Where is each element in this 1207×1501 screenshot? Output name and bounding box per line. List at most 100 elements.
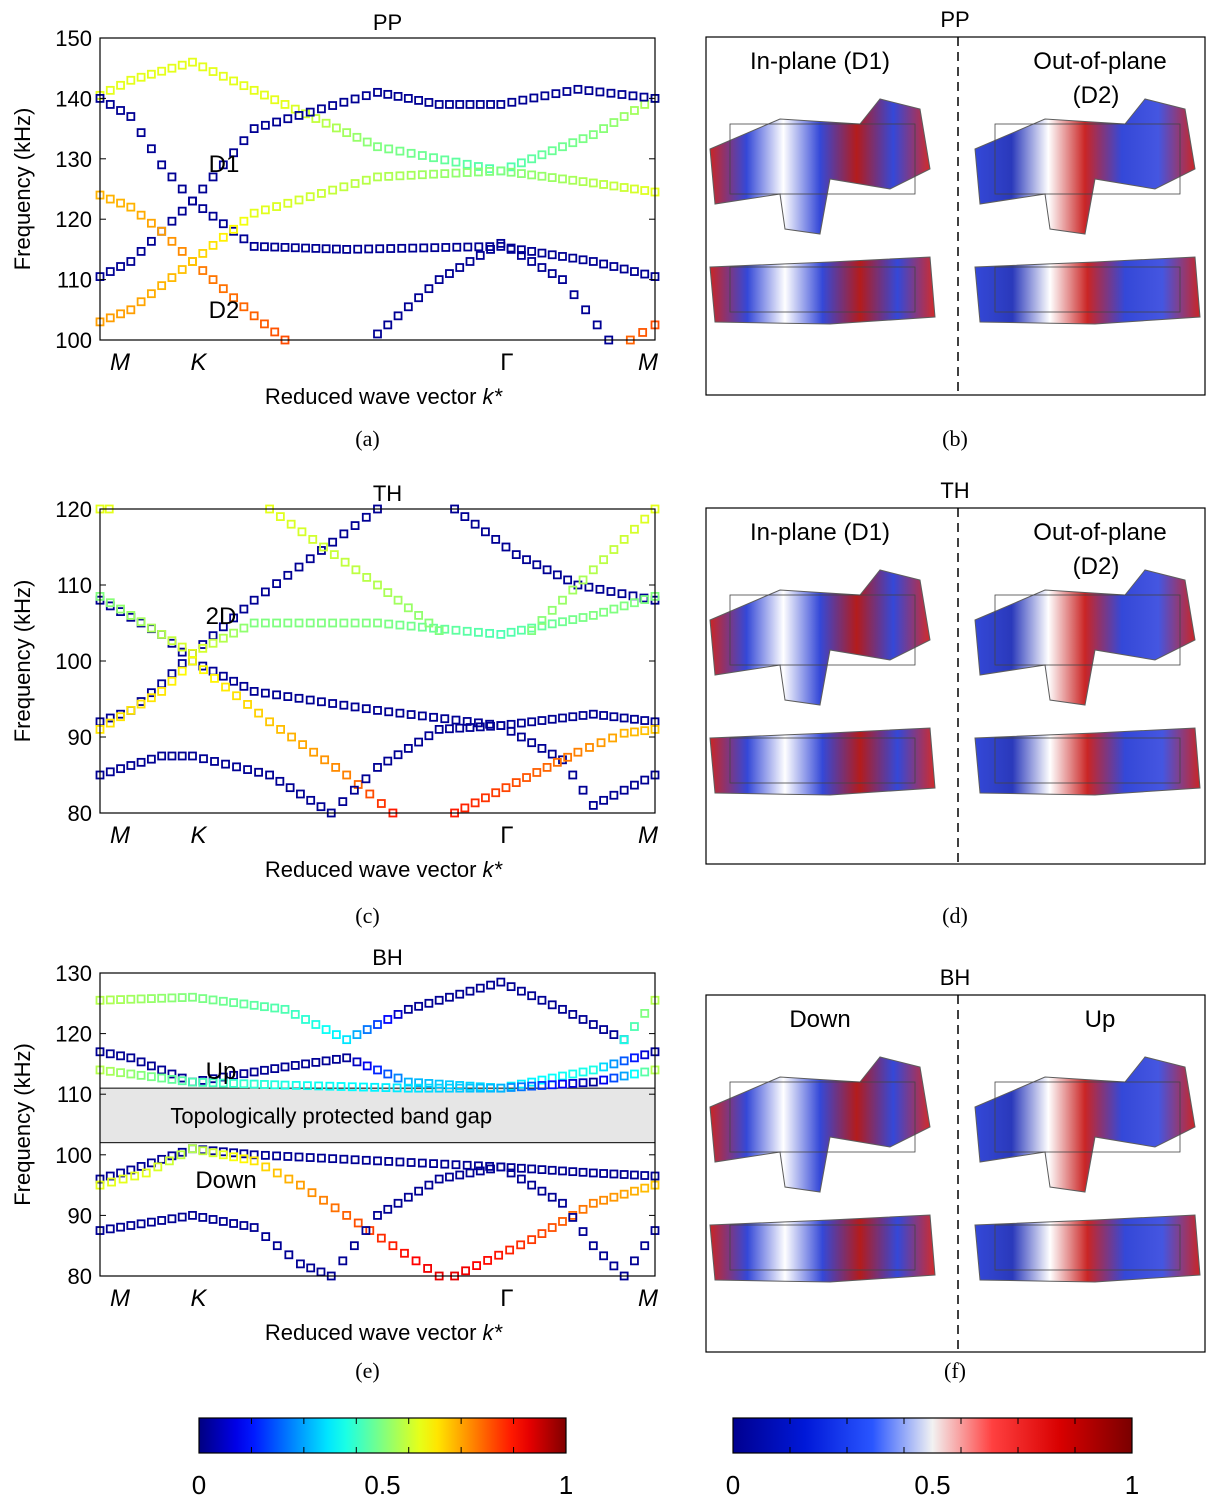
band-marker bbox=[630, 1170, 639, 1180]
y-tick-label: 120 bbox=[55, 497, 92, 522]
band-marker bbox=[486, 244, 495, 254]
band-marker bbox=[568, 1079, 578, 1088]
band-marker bbox=[537, 1186, 547, 1196]
band-marker bbox=[136, 617, 146, 627]
band-marker bbox=[116, 1051, 125, 1061]
band-marker bbox=[445, 269, 454, 278]
band-marker bbox=[547, 1080, 557, 1090]
panel-title: BH bbox=[372, 945, 403, 970]
band-marker bbox=[221, 759, 230, 769]
band-marker bbox=[552, 757, 562, 767]
band-marker bbox=[383, 1015, 393, 1024]
band-marker bbox=[558, 1198, 567, 1208]
band-marker bbox=[260, 618, 270, 628]
band-marker bbox=[291, 1080, 301, 1090]
band-marker bbox=[522, 773, 531, 782]
band-marker bbox=[342, 244, 352, 254]
band-markers bbox=[95, 57, 660, 345]
band-marker bbox=[188, 656, 197, 666]
band-marker bbox=[585, 743, 594, 752]
band-marker bbox=[630, 1022, 639, 1031]
band-marker bbox=[116, 1222, 125, 1232]
band-marker bbox=[619, 112, 629, 121]
band-marker bbox=[599, 1062, 609, 1072]
band-marker bbox=[384, 707, 394, 717]
band-marker bbox=[260, 1150, 270, 1160]
band-marker bbox=[239, 234, 249, 244]
band-marker bbox=[373, 580, 382, 590]
band-marker bbox=[568, 138, 578, 148]
band-marker bbox=[599, 259, 609, 269]
band-marker bbox=[167, 216, 177, 226]
mode-title: BH bbox=[940, 965, 971, 990]
band-marker bbox=[188, 751, 197, 761]
band-marker bbox=[619, 264, 629, 274]
band-marker bbox=[361, 618, 371, 628]
band-marker bbox=[260, 587, 270, 597]
band-marker bbox=[188, 1077, 197, 1087]
band-marker bbox=[316, 802, 326, 812]
band-marker bbox=[383, 320, 393, 330]
annotation-down: Down bbox=[195, 1167, 256, 1194]
band-marker bbox=[599, 555, 609, 565]
mode-shape-render bbox=[974, 256, 1201, 325]
band-marker bbox=[229, 293, 239, 303]
mode-label-right-line2: (D2) bbox=[1073, 82, 1120, 109]
band-marker bbox=[116, 709, 125, 719]
y-tick-label: 90 bbox=[68, 725, 92, 750]
band-marker bbox=[373, 706, 382, 715]
band-marker bbox=[639, 92, 649, 102]
band-marker bbox=[474, 1161, 483, 1171]
band-marker bbox=[328, 537, 338, 547]
band-marker bbox=[397, 243, 407, 253]
band-marker bbox=[361, 1226, 371, 1235]
band-marker bbox=[455, 723, 465, 733]
band-marker bbox=[619, 535, 629, 544]
band-marker bbox=[403, 1192, 413, 1202]
band-marker bbox=[338, 797, 348, 806]
band-marker bbox=[640, 1067, 650, 1077]
x-tick-label: M bbox=[110, 349, 130, 376]
band-marker bbox=[239, 302, 249, 312]
band-marker bbox=[342, 1053, 352, 1063]
y-tick-label: 100 bbox=[55, 649, 92, 674]
band-marker bbox=[283, 198, 293, 208]
band-marker bbox=[331, 763, 341, 772]
band-marker bbox=[297, 527, 307, 537]
band-marker bbox=[568, 712, 578, 722]
band-marker bbox=[305, 107, 315, 117]
band-marker bbox=[198, 62, 208, 72]
band-marker bbox=[429, 712, 438, 722]
band-marker bbox=[395, 171, 405, 181]
band-marker bbox=[619, 601, 629, 611]
band-marker bbox=[116, 995, 125, 1004]
band-marker bbox=[198, 249, 208, 258]
band-marker bbox=[408, 243, 418, 253]
band-marker bbox=[198, 184, 208, 194]
band-marker bbox=[501, 783, 511, 793]
band-marker bbox=[462, 159, 472, 169]
band-marker bbox=[280, 242, 290, 252]
band-marker bbox=[229, 1219, 239, 1228]
band-marker bbox=[167, 638, 177, 648]
band-marker bbox=[619, 1189, 629, 1199]
band-marker bbox=[506, 162, 516, 172]
band-marker bbox=[176, 1150, 186, 1160]
band-marker bbox=[188, 1144, 197, 1154]
band-marker bbox=[547, 146, 557, 156]
y-tick-label: 90 bbox=[68, 1203, 92, 1228]
colorbar-tick-label: 0.5 bbox=[364, 1470, 400, 1500]
band-marker bbox=[249, 208, 259, 218]
x-axis-label: Reduced wave vector k* bbox=[265, 857, 504, 882]
panel-caption: (a) bbox=[355, 426, 379, 451]
band-marker bbox=[578, 785, 588, 795]
band-marker bbox=[445, 992, 454, 1002]
band-marker bbox=[249, 1067, 259, 1077]
band-marker bbox=[328, 101, 338, 110]
band-marker bbox=[373, 763, 382, 772]
band-marker bbox=[229, 1079, 239, 1088]
y-tick-label: 130 bbox=[55, 961, 92, 986]
band-marker bbox=[516, 625, 526, 635]
mode-label-right: Out-of-plane bbox=[1033, 48, 1166, 75]
band-marker bbox=[516, 1163, 526, 1173]
